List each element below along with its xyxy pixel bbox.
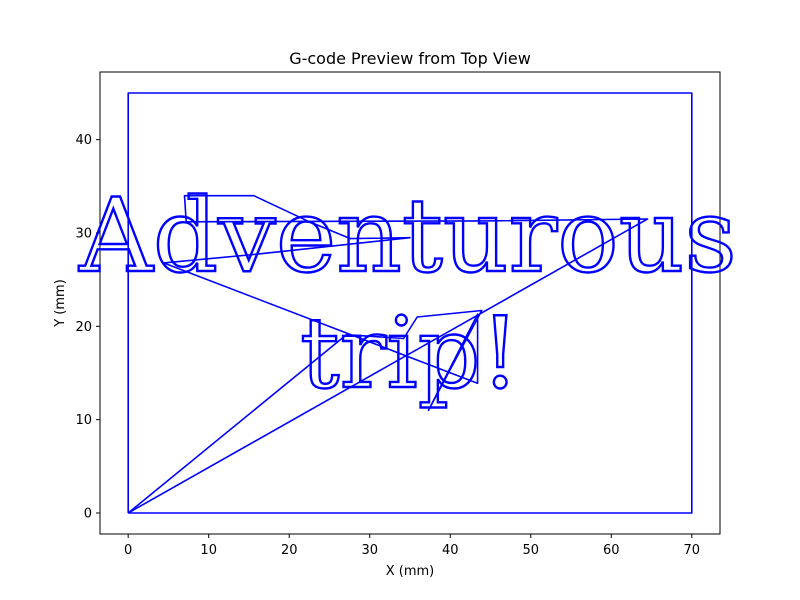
y-tick-label: 20 bbox=[75, 320, 92, 335]
x-tick-label: 70 bbox=[684, 543, 701, 558]
y-tick-label: 10 bbox=[75, 413, 92, 428]
x-tick-label: 0 bbox=[124, 543, 132, 558]
x-tick-label: 50 bbox=[523, 543, 540, 558]
y-tick-label: 30 bbox=[75, 227, 92, 242]
y-axis-title: Y (mm) bbox=[53, 279, 68, 328]
y-axis-ticks: 0 10 20 30 40 bbox=[75, 133, 100, 522]
x-tick-label: 60 bbox=[603, 543, 620, 558]
x-tick-label: 20 bbox=[281, 543, 298, 558]
chart-title: G-code Preview from Top View bbox=[289, 49, 531, 68]
y-tick-label: 0 bbox=[84, 507, 92, 522]
x-axis-title: X (mm) bbox=[386, 564, 435, 579]
series-line-1 bbox=[127, 92, 693, 514]
x-tick-label: 10 bbox=[200, 543, 217, 558]
y-tick-label: 40 bbox=[75, 133, 92, 148]
series-line-2 bbox=[127, 194, 649, 514]
x-axis-ticks: 0 10 20 30 40 50 60 70 bbox=[124, 534, 700, 558]
x-tick-label: 30 bbox=[361, 543, 378, 558]
plot-frame bbox=[99, 71, 721, 535]
gcode-text-line-1: Adventurous bbox=[78, 177, 737, 296]
plot-marks bbox=[127, 92, 693, 514]
x-tick-label: 40 bbox=[442, 543, 459, 558]
gcode-text-line-2: trip! bbox=[300, 297, 520, 411]
